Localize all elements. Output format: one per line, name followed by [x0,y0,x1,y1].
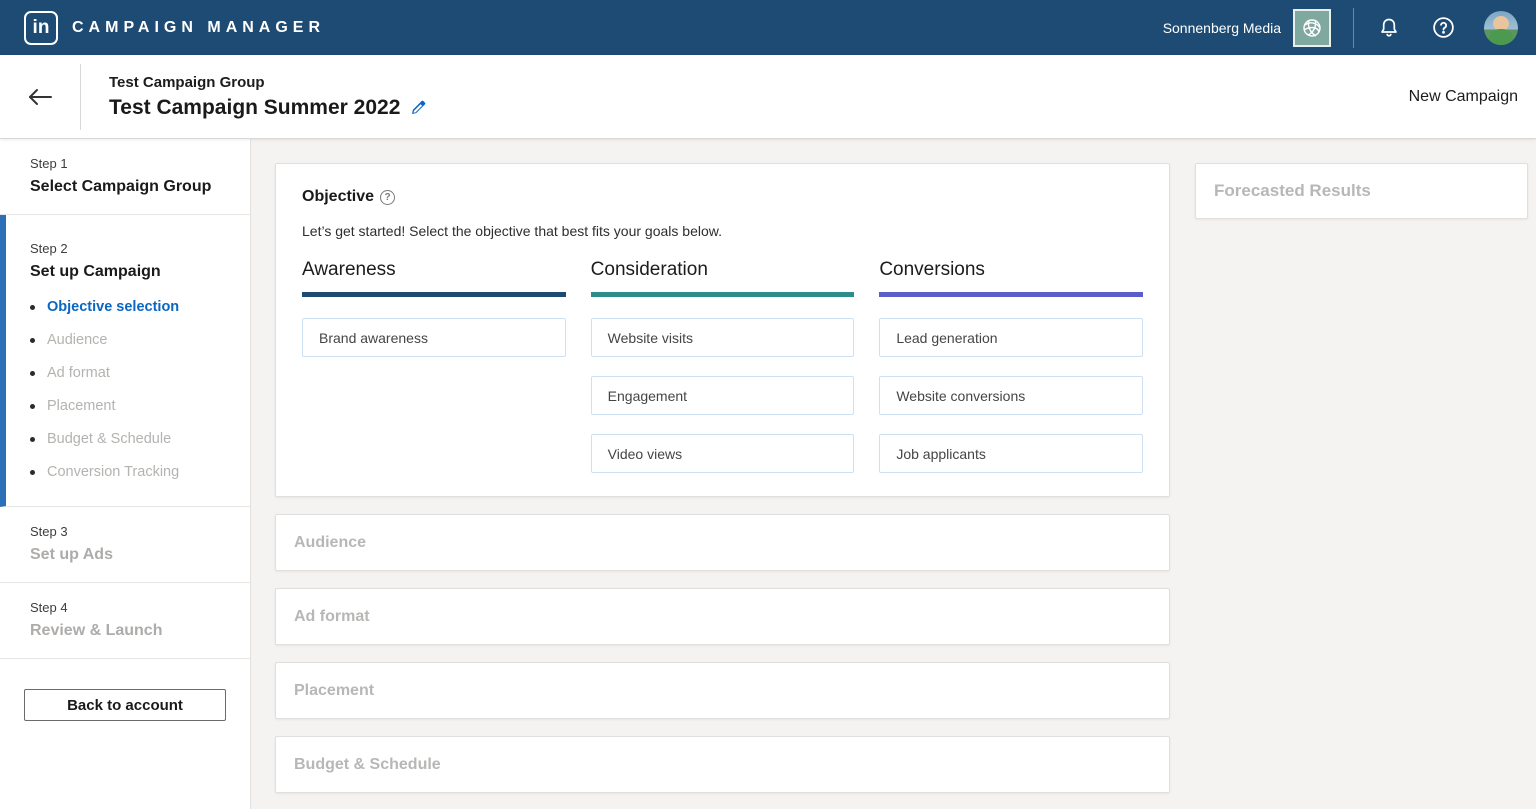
substep-label: Placement [47,398,116,414]
step-title: Set up Campaign [30,263,161,280]
help-icon[interactable] [1430,15,1456,41]
main-content: Objective ? Let’s get started! Select th… [251,139,1536,809]
conversions-column: Conversions Lead generation Website conv… [879,259,1143,492]
objective-section: Objective ? Let’s get started! Select th… [275,163,1170,497]
substep-list: Objective selection Audience Ad format P… [30,299,238,480]
back-arrow-icon[interactable] [0,85,80,109]
brand-awareness-button[interactable]: Brand awareness [302,318,566,357]
placement-section-collapsed[interactable]: Placement [275,662,1170,719]
video-views-button[interactable]: Video views [590,434,855,473]
substep-label: Budget & Schedule [47,431,172,447]
website-visits-button[interactable]: Website visits [590,318,855,357]
step-label: Step 3 [30,524,68,539]
step-title: Set up Ads [30,546,113,563]
user-avatar[interactable] [1484,10,1518,45]
conversions-accent-bar [879,292,1143,297]
step-label: Step 1 [30,156,68,171]
sidebar-item-placement[interactable]: Placement [30,398,238,414]
ad-format-section-collapsed[interactable]: Ad format [275,588,1170,645]
forecasted-results-panel: Forecasted Results [1195,163,1528,219]
globe-scribble-icon [1303,18,1321,37]
page-header: Test Campaign Group Test Campaign Summer… [0,55,1536,139]
sidebar-item-audience[interactable]: Audience [30,332,238,348]
consideration-column: Consideration Website visits Engagement … [590,259,855,492]
audience-section-collapsed[interactable]: Audience [275,514,1170,571]
bullet-dot-icon [30,436,35,442]
substep-label: Objective selection [47,299,180,315]
bullet-dot-icon [30,469,35,475]
objective-description: Let’s get started! Select the objective … [302,223,722,239]
sidebar-item-conversion-tracking[interactable]: Conversion Tracking [30,464,238,480]
account-logo-icon[interactable] [1293,8,1331,47]
sidebar-item-budget-schedule[interactable]: Budget & Schedule [30,431,238,447]
column-title: Awareness [302,259,396,280]
new-campaign-button[interactable]: New Campaign [1408,87,1518,105]
sidebar-item-objective-selection[interactable]: Objective selection [30,299,238,315]
website-conversions-button[interactable]: Website conversions [879,376,1143,415]
substep-label: Conversion Tracking [47,464,180,480]
objective-title: Objective [302,188,375,205]
brand-title: CAMPAIGN MANAGER [72,18,326,36]
awareness-column: Awareness Brand awareness [302,259,566,492]
awareness-accent-bar [302,292,566,297]
steps-sidebar: Step 1 Select Campaign Group Step 2 Set … [0,139,251,809]
lead-generation-button[interactable]: Lead generation [879,318,1143,357]
avatar-shirt [1489,28,1513,45]
step-label: Step 4 [30,600,68,615]
campaign-name-title: Test Campaign Summer 2022 [109,95,401,119]
edit-pencil-icon[interactable] [410,99,427,116]
step-title: Select Campaign Group [30,178,212,195]
sidebar-step-2: Step 2 Set up Campaign Objective selecti… [0,215,250,507]
navbar-divider [1353,7,1354,48]
step-title: Review & Launch [30,622,163,639]
bullet-dot-icon [30,370,35,376]
step-label: Step 2 [30,241,68,256]
engagement-button[interactable]: Engagement [590,376,855,415]
header-divider [80,63,81,130]
objective-help-icon[interactable]: ? [380,189,396,205]
sidebar-step-1[interactable]: Step 1 Select Campaign Group [0,139,250,215]
job-applicants-button[interactable]: Job applicants [879,434,1143,473]
consideration-accent-bar [590,292,855,297]
account-name[interactable]: Sonnenberg Media [1162,19,1281,36]
back-to-account-button[interactable]: Back to account [24,689,226,721]
bullet-dot-icon [30,337,35,343]
substep-label: Audience [47,332,108,348]
linkedin-logo-icon[interactable]: in [24,10,58,45]
bullet-dot-icon [30,304,35,310]
budget-schedule-section-collapsed[interactable]: Budget & Schedule [275,736,1170,793]
campaign-group-name: Test Campaign Group [109,73,265,91]
sidebar-item-ad-format[interactable]: Ad format [30,365,238,381]
column-title: Consideration [590,259,708,280]
substep-label: Ad format [47,365,110,381]
avatar-face [1493,15,1509,31]
sidebar-step-4[interactable]: Step 4 Review & Launch [0,583,250,659]
notifications-bell-icon[interactable] [1376,15,1402,41]
top-navbar: in CAMPAIGN MANAGER Sonnenberg Media [0,0,1536,55]
column-title: Conversions [879,259,985,280]
bullet-dot-icon [30,403,35,409]
sidebar-step-3[interactable]: Step 3 Set up Ads [0,507,250,583]
